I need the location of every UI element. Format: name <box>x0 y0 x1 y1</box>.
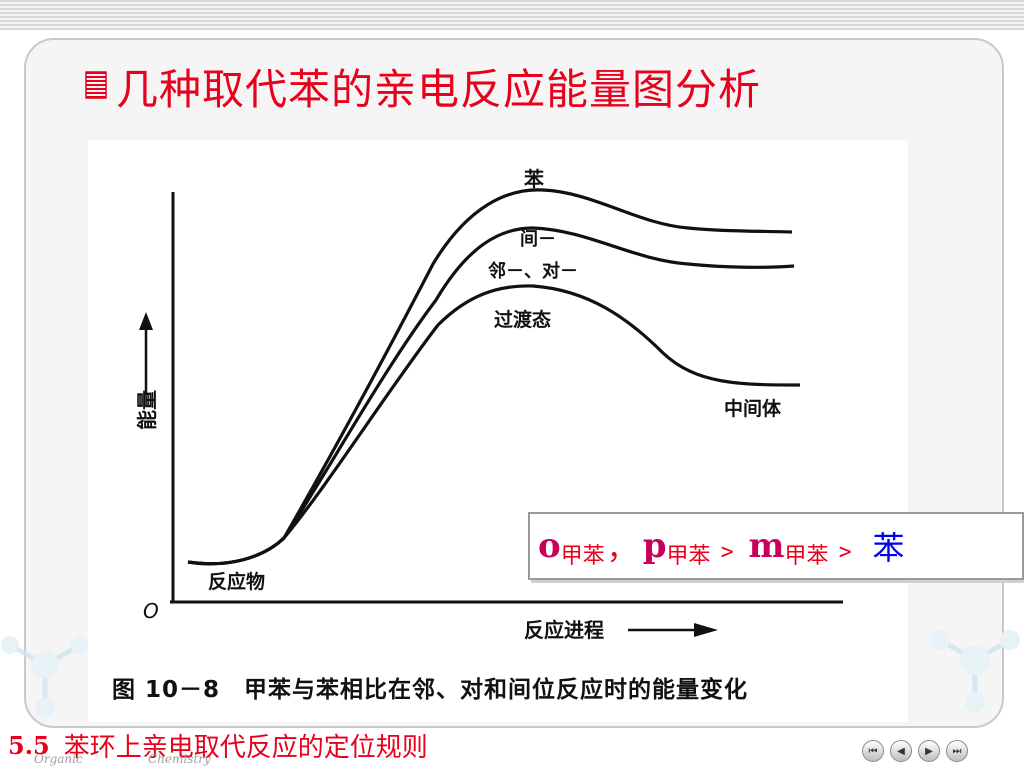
label-reactant: 反应物 <box>208 570 265 593</box>
section-footer: 5.5 苯环上亲电取代反应的定位规则 <box>8 725 428 765</box>
section-number: 5.5 <box>8 730 50 760</box>
y-axis-label: 能量 <box>135 390 159 430</box>
reactivity-order-box: o 甲苯 ， p 甲苯 ﹥ m 甲苯 ﹥ 苯 <box>528 512 1024 580</box>
page-title: 几种取代苯的亲电反应能量图分析 <box>116 64 762 114</box>
y-axis-arrow-head <box>139 312 153 330</box>
label-intermediate: 中间体 <box>724 397 782 420</box>
section-title: 苯环上亲电取代反应的定位规则 <box>63 732 428 763</box>
x-axis-label: 反应进程 <box>524 618 604 642</box>
prev-slide-button[interactable]: ◀ <box>890 740 912 762</box>
order-comma: ， <box>606 532 637 567</box>
next-slide-button[interactable]: ▶ <box>918 740 940 762</box>
order-gt-1: ﹥ <box>712 532 743 567</box>
last-slide-button[interactable]: ⏭ <box>946 740 968 762</box>
order-para: p <box>642 526 667 566</box>
energy-diagram: 苯 间－ 邻－、对－ 过渡态 中间体 反应物 O 反应进程 能量 <box>135 167 843 642</box>
energy-diagram-figure: 苯 间－ 邻－、对－ 过渡态 中间体 反应物 O 反应进程 能量 图 10－8 … <box>88 140 908 722</box>
order-meta-sub: 甲苯 <box>784 544 829 569</box>
molecule-decoration-right <box>930 630 1020 712</box>
watermark-organic: Organic <box>34 752 83 766</box>
molecule-decoration-left <box>1 636 89 717</box>
label-transition-state: 过渡态 <box>494 308 551 331</box>
slide-navigation: ⏮ ◀ ▶ ⏭ <box>862 740 968 762</box>
label-ortho-para: 邻－、对－ <box>488 260 578 282</box>
figure-caption: 图 10－8 甲苯与苯相比在邻、对和间位反应时的能量变化 <box>112 677 749 703</box>
order-meta: m <box>748 526 785 566</box>
label-meta: 间－ <box>520 229 556 250</box>
origin-label: O <box>143 599 159 623</box>
slide-title: 几种取代苯的亲电反应能量图分析 <box>84 58 761 114</box>
x-axis-arrow-head <box>694 623 718 637</box>
order-benzene: 苯 <box>872 529 905 567</box>
label-benzene: 苯 <box>523 167 544 191</box>
order-gt-2: ﹥ <box>830 532 861 567</box>
order-ortho-sub: 甲苯 <box>560 544 605 569</box>
order-para-sub: 甲苯 <box>666 544 711 569</box>
top-stripes <box>0 0 1024 30</box>
order-ortho: o <box>538 526 561 566</box>
watermark-chemistry: Chemistry <box>148 752 211 766</box>
first-slide-button[interactable]: ⏮ <box>862 740 884 762</box>
curve-ortho-para <box>187 284 801 566</box>
bullet-icon <box>85 71 107 99</box>
